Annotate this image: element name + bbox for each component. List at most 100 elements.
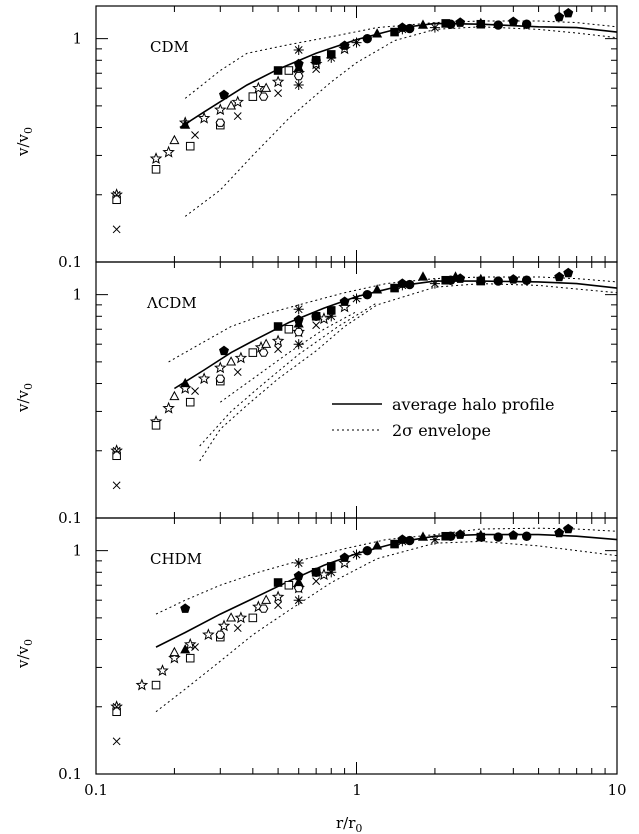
data-point-star-open	[162, 145, 175, 158]
data-point-star-open	[149, 152, 163, 165]
envelope-upper-line	[155, 527, 617, 615]
data-point-hexagon-open	[293, 327, 304, 337]
data-point-cross	[191, 387, 199, 396]
data-point-asterisk	[293, 558, 304, 569]
data-point-cross	[274, 601, 283, 610]
data-point-pentagon-filled	[508, 530, 519, 540]
data-point-star-open	[197, 111, 211, 124]
data-point-pentagon-filled	[339, 552, 350, 562]
data-point-hexagon-open	[258, 348, 269, 357]
data-point-pentagon-filled	[563, 7, 574, 18]
data-point-cross	[274, 345, 283, 354]
data-point-pentagon-filled	[180, 603, 191, 613]
data-point-star-open	[271, 590, 285, 603]
data-point-square-filled	[273, 578, 283, 587]
legend: average halo profile 2σ envelope	[332, 395, 555, 440]
data-point-pentagon-filled	[339, 296, 350, 306]
data-point-cross	[312, 65, 321, 74]
data-point-asterisk	[293, 44, 304, 55]
data-point-triangle-filled	[293, 318, 304, 328]
data-point-circle-filled	[311, 55, 321, 65]
data-point-star-open	[202, 628, 215, 641]
data-point-pentagon-filled	[554, 11, 565, 22]
data-point-circle-filled	[493, 20, 503, 30]
y-tick-label-1: 1	[72, 30, 82, 48]
data-point-asterisk	[293, 79, 304, 91]
data-point-triangle-filled	[293, 62, 304, 72]
data-point-star-open	[162, 401, 175, 414]
data-point-pentagon-filled	[554, 527, 565, 538]
data-point-circle-filled	[362, 289, 372, 300]
data-point-square-open	[284, 580, 294, 590]
data-point-circle-filled	[521, 275, 532, 285]
data-point-square-open	[112, 451, 121, 461]
data-point-asterisk	[429, 22, 440, 33]
data-point-star-open	[214, 103, 227, 116]
data-point-asterisk	[293, 304, 304, 315]
data-point-triangle-open	[261, 82, 272, 92]
data-point-square-filled	[390, 27, 399, 37]
x-axis-label-sub: 0	[355, 822, 362, 834]
data-point-square-open	[284, 66, 294, 75]
y-axis-label-sub: 0	[22, 639, 35, 646]
data-point-circle-filled	[404, 23, 415, 34]
panel-label: CDM	[150, 38, 189, 56]
data-point-star-open	[168, 651, 181, 664]
data-point-asterisk	[293, 595, 304, 606]
data-point-square-filled	[390, 283, 399, 293]
data-point-star-open	[271, 334, 285, 347]
average-profile-line	[173, 280, 617, 390]
data-point-triangle-open	[169, 390, 180, 401]
data-point-circle-filled	[362, 545, 372, 556]
data-point-cross	[312, 321, 321, 330]
data-point-cross	[274, 89, 283, 98]
data-point-circle-filled	[493, 532, 503, 542]
data-point-circle-filled	[446, 531, 456, 541]
data-point-cross	[233, 112, 242, 121]
data-point-cross	[191, 643, 199, 652]
x-axis-label-main: r/r	[336, 814, 356, 832]
data-point-star-open	[197, 372, 211, 385]
y-axis-label-sub: 0	[22, 127, 35, 134]
data-point-circle-filled	[404, 279, 415, 290]
data-point-asterisk	[351, 37, 362, 48]
data-point-hexagon-open	[215, 118, 226, 127]
data-point-triangle-filled	[180, 644, 191, 654]
y-axis-label-main: v/v	[14, 133, 32, 157]
panel-3: 1 0.1 v/v0 CHDM	[14, 517, 618, 783]
data-point-triangle-filled	[417, 271, 429, 281]
data-point-star-open	[252, 81, 265, 94]
data-point-cross	[112, 481, 121, 490]
data-point-triangle-open	[261, 594, 272, 604]
data-point-asterisk	[326, 567, 337, 578]
data-point-square-open	[185, 397, 195, 407]
data-point-square-open	[112, 707, 121, 717]
panel-2: 1 0.1 v/v0 ΛCDM	[14, 261, 618, 527]
data-point-square-filled	[273, 66, 283, 75]
y-axis-label: v/v0	[14, 127, 35, 157]
envelope-lower-line	[184, 26, 617, 217]
x-tick-label-0.1: 0.1	[84, 781, 108, 799]
data-point-triangle-filled	[293, 576, 304, 587]
y-axis-label: v/v0	[14, 639, 35, 669]
data-point-asterisk	[351, 549, 362, 560]
data-point-square-filled	[326, 50, 336, 59]
data-point-cross	[112, 446, 121, 455]
data-point-cross	[112, 190, 121, 199]
data-point-square-open	[284, 324, 294, 334]
x-axis-label: r/r0	[336, 814, 362, 834]
data-point-triangle-filled	[180, 119, 191, 129]
data-point-square-filled	[326, 562, 336, 571]
data-point-triangle-filled	[372, 284, 383, 294]
data-point-star-open	[156, 664, 169, 677]
data-point-circle-filled	[446, 275, 456, 285]
data-point-star-open	[234, 611, 248, 624]
data-point-star-open	[338, 300, 351, 313]
y-tick-label-1: 1	[72, 542, 82, 560]
y-axis-label-main: v/v	[14, 389, 32, 413]
data-point-asterisk	[326, 311, 337, 322]
data-point-star-open	[234, 351, 248, 364]
y-tick-label-0.1: 0.1	[58, 765, 82, 783]
data-point-hexagon-open	[258, 604, 269, 613]
